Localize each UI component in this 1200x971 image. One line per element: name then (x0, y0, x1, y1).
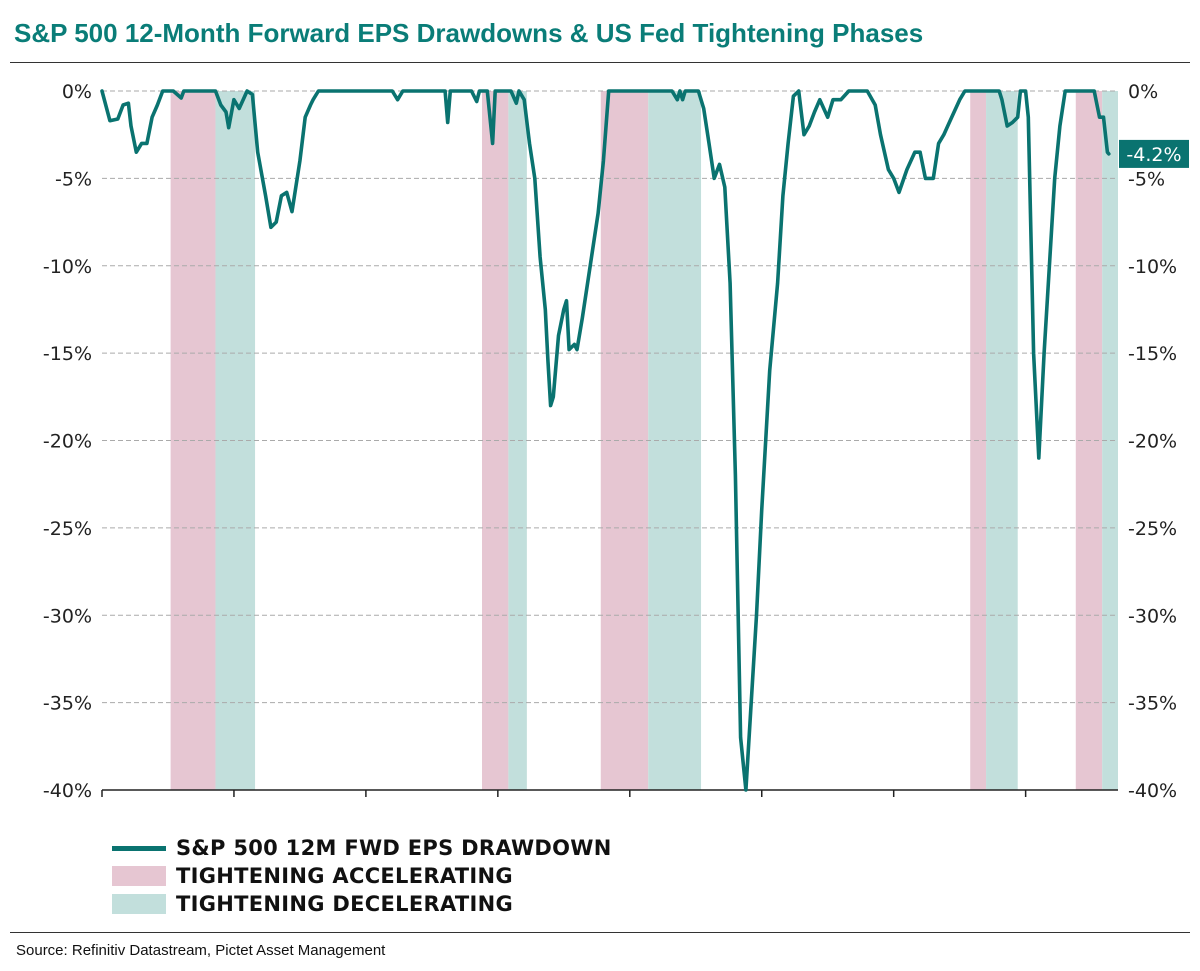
y-tick-label-left: -5% (55, 168, 92, 190)
y-tick-label-right: 0% (1128, 81, 1158, 103)
y-tick-label-right: -5% (1128, 168, 1165, 190)
y-tick-label-left: -40% (43, 780, 92, 800)
chart-title: S&P 500 12-Month Forward EPS Drawdowns &… (14, 18, 924, 48)
eps-drawdown-line (100, 89, 1111, 792)
legend-swatch-accelerating (112, 866, 166, 886)
legend-swatch-decelerating (112, 894, 166, 914)
legend-item-accelerating: TIGHTENING ACCELERATING (112, 862, 612, 890)
footer-divider (10, 932, 1190, 933)
y-tick-label-right: -10% (1128, 256, 1177, 278)
y-tick-label-left: -35% (43, 693, 92, 715)
end-value-label-bg (1119, 139, 1189, 168)
y-tick-label-left: -20% (43, 431, 92, 453)
y-axis-left: 0% -5% -10% -15% -20% -25% -30% -35% -40% (43, 81, 92, 800)
legend: S&P 500 12M FWD EPS DRAWDOWN TIGHTENING … (112, 834, 612, 918)
y-axis-right: 0% -5% -10% -15% -20% -25% -30% -35% -40% (1128, 81, 1177, 800)
y-tick-label-right: -40% (1128, 780, 1177, 800)
y-tick-label-right: -20% (1128, 431, 1177, 453)
series-group (100, 89, 1111, 792)
y-tick-label-right: -30% (1128, 605, 1177, 627)
end-value-label-group: -4.2% (1119, 139, 1189, 168)
y-tick-label-right: -25% (1128, 518, 1177, 540)
legend-label-decelerating: TIGHTENING DECELERATING (176, 892, 514, 916)
legend-label-accelerating: TIGHTENING ACCELERATING (176, 864, 513, 888)
legend-swatch-line (112, 845, 166, 851)
y-tick-label-right: -15% (1128, 343, 1177, 365)
legend-item-decelerating: TIGHTENING DECELERATING (112, 890, 612, 918)
legend-item-drawdown: S&P 500 12M FWD EPS DRAWDOWN (112, 834, 612, 862)
y-tick-label-left: -25% (43, 518, 92, 540)
y-tick-label-left: 0% (62, 81, 92, 103)
legend-label-drawdown: S&P 500 12M FWD EPS DRAWDOWN (176, 836, 612, 860)
x-axis: 19851990199520002005201020152020 (101, 789, 1118, 797)
source-note: Source: Refinitiv Datastream, Pictet Ass… (16, 942, 386, 959)
y-tick-label-left: -10% (43, 256, 92, 278)
title-divider (10, 62, 1190, 63)
end-value-label: -4.2% (1126, 144, 1181, 166)
y-tick-label-left: -30% (43, 605, 92, 627)
y-tick-label-right: -35% (1128, 693, 1177, 715)
eps-drawdown-chart: 0%-5%-10%-15%-20%-25%-30%-35%-40% 0%-5%-… (43, 81, 1189, 800)
y-tick-label-left: -15% (43, 343, 92, 365)
